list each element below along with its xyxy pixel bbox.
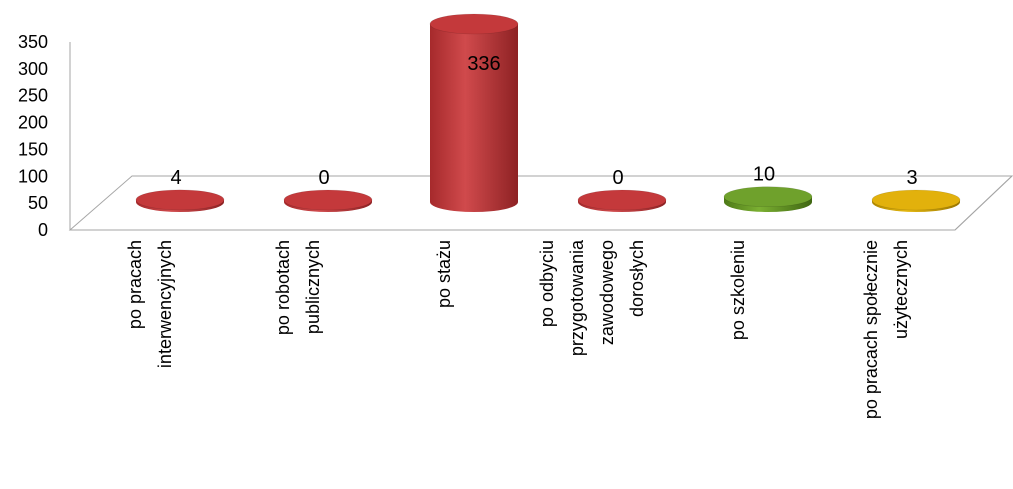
category-label-line: dorosłych <box>627 240 647 317</box>
y-tick-label: 50 <box>28 193 48 213</box>
data-label: 0 <box>612 167 623 189</box>
category-label: po pracach społecznie użytecznych <box>861 240 911 419</box>
data-label: 10 <box>753 164 775 186</box>
chart-floor <box>68 175 1013 231</box>
bars <box>135 13 961 212</box>
bar-top <box>577 189 667 211</box>
category-label: po robotach publicznych <box>273 240 323 335</box>
category-label-line: interwencyjnych <box>155 240 175 368</box>
bar-top <box>723 186 813 208</box>
y-tick-label: 100 <box>18 166 48 186</box>
bar-top <box>429 13 519 35</box>
data-label: 3 <box>906 167 917 189</box>
data-label: 0 <box>318 167 329 189</box>
category-label: po stażu <box>434 240 454 308</box>
category-label-line: przygotowania <box>567 239 587 356</box>
y-axis: 0 50 100 150 200 250 300 350 <box>18 32 71 240</box>
bar-top <box>871 189 961 211</box>
category-label-line: po odbyciu <box>537 240 557 327</box>
bar <box>135 189 225 212</box>
category-label: po pracach interwencyjnych <box>125 240 175 368</box>
data-labels: 4 0 336 0 10 3 <box>170 53 917 189</box>
y-tick-label: 150 <box>18 139 48 159</box>
category-label-line: użytecznych <box>891 240 911 339</box>
data-label: 4 <box>170 167 181 189</box>
category-label-line: po robotach <box>273 240 293 335</box>
bar-top <box>135 189 225 211</box>
bar <box>283 189 373 212</box>
data-label: 336 <box>467 53 500 75</box>
category-label-line: po pracach <box>125 240 145 329</box>
category-label-line: po szkoleniu <box>728 240 748 340</box>
category-label-line: zawodowego <box>597 240 617 345</box>
bar <box>871 189 961 212</box>
y-tick-label: 200 <box>18 113 48 133</box>
bar-body <box>430 24 518 212</box>
y-tick-label: 350 <box>18 32 48 52</box>
y-tick-label: 300 <box>18 59 48 79</box>
category-label-line: publicznych <box>303 240 323 334</box>
y-tick-label: 0 <box>38 220 48 240</box>
category-labels: po pracach interwencyjnych po robotach publ… <box>125 239 911 419</box>
bar-top <box>283 189 373 211</box>
bar <box>429 13 519 212</box>
y-tick-label: 250 <box>18 86 48 106</box>
category-label: po szkoleniu <box>728 240 748 340</box>
category-label-line: po pracach społecznie <box>861 240 881 419</box>
floor-right-edge <box>954 175 1013 231</box>
bar <box>723 186 813 212</box>
category-label-line: po stażu <box>434 240 454 308</box>
category-label: po odbyciu przygotowania zawodowego dorosły… <box>537 239 647 356</box>
bar <box>577 189 667 212</box>
